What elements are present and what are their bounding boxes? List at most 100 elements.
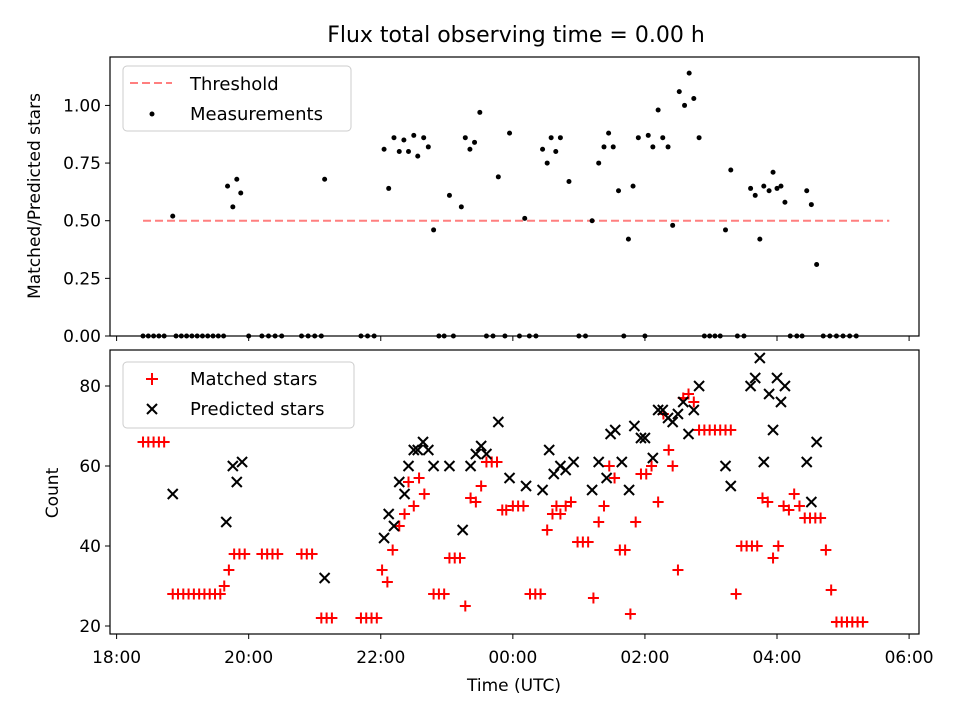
measurement-point [616,188,622,194]
legend-predicted-swatch [146,403,158,415]
predicted-star-point [635,432,647,444]
measurement-point [696,135,702,141]
legend-measurements-swatch [149,111,155,117]
matched-star-point [399,508,411,520]
predicted-star-point [763,388,775,400]
measurement-point [782,199,788,205]
measurement-point [557,135,563,141]
top-chart-marks [140,70,890,339]
measurement-point [691,96,697,102]
measurement-point [544,160,550,166]
predicted-star-point [609,424,621,436]
matched-star-point [667,460,679,472]
predicted-star-point [536,484,549,496]
measurement-point [601,144,607,150]
matched-star-point [593,516,605,528]
predicted-star-point [427,460,440,472]
bottom-chart-xlabel: Time (UTC) [466,676,561,696]
matched-star-point [223,564,235,576]
predicted-star-point [779,380,791,392]
predicted-star-point [749,372,761,384]
measurement-point [170,213,176,219]
measurement-point [238,190,244,196]
matched-star-point [517,500,529,512]
measurement-point [425,144,431,150]
predicted-star-point [586,484,598,496]
predicted-star-point [492,416,505,428]
measurement-point [391,135,397,141]
measurement-point [770,169,776,175]
matched-star-point [306,548,318,560]
matched-star-point [788,488,800,500]
bottom-axis-ytick-label: 60 [79,457,101,477]
measurement-point [686,70,692,76]
predicted-star-point [754,352,766,364]
measurement-point [495,174,501,180]
matched-star-point [376,564,388,576]
top-axis-ytick-label: 1.00 [63,96,101,116]
measurement-point [645,132,651,138]
bottom-axis-xtick-label: 04:00 [753,648,802,668]
predicted-star-point [725,480,737,492]
measurement-point [322,176,328,182]
predicted-star-point [408,444,420,456]
matched-star-point [214,588,226,600]
matched-star-point [762,496,774,508]
matched-star-point [672,564,684,576]
predicted-star-point [167,488,179,500]
predicted-star-point [398,488,411,500]
matched-star-point [857,616,869,628]
measurement-point [462,135,468,141]
predicted-star-point [616,456,628,468]
legend-measurements-label: Measurements [190,104,323,125]
predicted-star-point [443,460,456,472]
measurement-point [406,149,412,155]
top-chart-axes: 0.00 0.25 0.50 0.75 1.00 [63,56,920,347]
measurement-point [415,153,421,159]
matched-star-point [239,548,251,560]
bottom-axis-xtick-label: 18:00 [92,648,141,668]
measurement-point [665,144,671,150]
matched-star-point [772,540,784,552]
predicted-star-point [227,460,239,472]
measurement-point [596,160,602,166]
matched-star-point [371,612,383,624]
predicted-star-point [470,448,482,460]
predicted-star-point [480,448,493,460]
matched-star-point [603,460,615,472]
measurement-point [655,107,661,113]
matched-star-point [535,588,547,600]
matched-star-point [619,544,631,556]
matched-star-point [459,600,471,612]
predicted-star-point [688,404,700,416]
measurement-point [431,227,437,233]
predicted-star-point [378,532,390,544]
bottom-axis-ytick-label: 40 [79,537,101,557]
matched-star-point [408,500,420,512]
matched-star-point [413,472,425,484]
predicted-star-point [693,380,705,392]
predicted-star-point [402,460,415,472]
legend-matched-label: Matched stars [190,369,317,390]
predicted-star-point [503,472,516,484]
predicted-star-point [592,456,605,468]
matched-star-point [218,580,230,592]
bottom-axis-xtick-label: 20:00 [224,648,273,668]
measurement-point [566,179,572,185]
matched-star-point [381,576,393,588]
measurement-point [396,149,402,155]
measurement-point [757,236,763,242]
matched-star-point [565,496,577,508]
measurement-point [446,192,452,198]
bottom-axis-ytick-label: 80 [79,377,101,397]
top-legend-box [122,65,352,132]
predicted-star-point [220,516,232,528]
measurement-point [467,146,473,152]
matched-star-point [475,480,487,492]
bottom-axis-frame [109,349,920,635]
measurement-point [411,132,417,138]
measurement-point [761,183,767,189]
predicted-star-point [318,572,331,584]
predicted-star-point [412,444,424,456]
predicted-star-point [464,460,477,472]
